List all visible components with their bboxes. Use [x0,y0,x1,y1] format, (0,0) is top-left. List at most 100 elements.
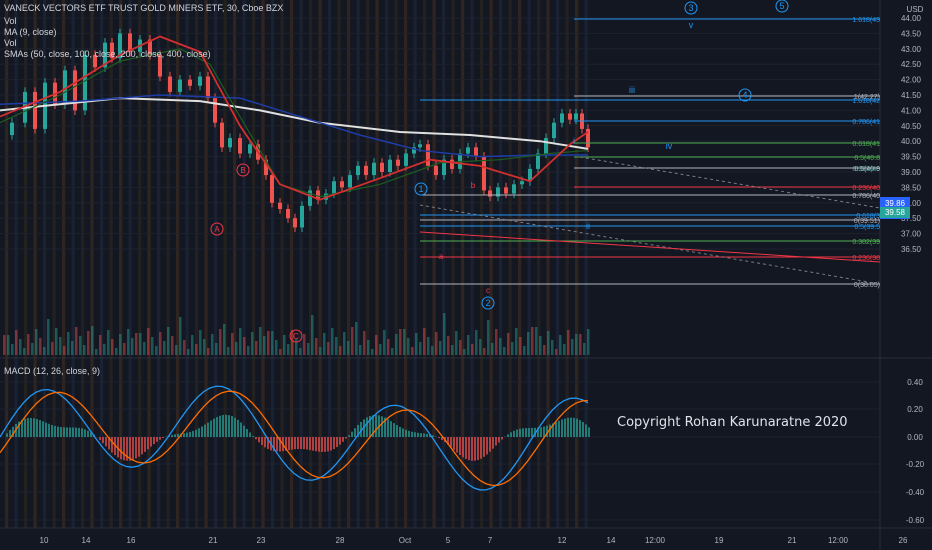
volume-bar [559,335,562,355]
fib-level-label: 0(39.51) [854,218,880,225]
macd-histogram-bar [84,429,86,437]
volume-bar [315,338,318,355]
macd-histogram-bar [375,414,377,437]
price-badge-text: 39.86 [885,199,906,208]
volume-bar [175,345,178,355]
wave-label-red: A [214,225,220,234]
indicator-vol-2[interactable]: Vol [4,38,17,48]
volume-bar [147,328,150,355]
macd-histogram-bar [204,424,206,437]
indicator-ma9[interactable]: MA (9, close) [4,27,57,37]
macd-histogram-bar [351,431,353,437]
macd-histogram-bar [471,437,473,461]
volume-bar [447,336,450,355]
macd-histogram-bar [561,419,563,437]
session-stripe [413,0,417,528]
macd-histogram-bar [186,432,188,437]
indicator-vol-1[interactable]: Vol [4,16,17,26]
time-axis-label: 14 [607,536,616,545]
volume-bar [79,336,82,355]
macd-histogram-bar [345,437,347,439]
macd-histogram-bar [45,422,47,437]
trendline-red[interactable] [419,231,881,263]
price-badge [880,207,910,218]
macd-histogram-bar [48,423,50,437]
session-stripe [138,0,142,528]
candle-body [560,113,564,123]
volume-bar [419,342,422,355]
volume-bar [391,348,394,355]
macd-histogram-bar [126,437,128,461]
session-stripe [271,0,275,528]
volume-bar [247,346,250,355]
session-stripe [71,0,75,528]
wave-circle-blue [738,88,752,102]
price-badge-text: 39.58 [885,208,906,217]
macd-histogram-bar [405,429,407,437]
candle-body [148,39,152,55]
macd-histogram-bar [543,426,545,437]
macd-histogram-bar [246,428,248,437]
session-stripe [394,0,398,528]
volume-bar [3,335,6,355]
macd-histogram-bar [321,437,323,452]
volume-bar [543,345,546,355]
candle-body [426,144,430,166]
macd-histogram-bar [309,437,311,451]
wave-circle-blue [414,182,428,196]
volume-bar [59,337,62,355]
macd-histogram-bar [399,426,401,437]
volume-bar [471,344,474,355]
macd-histogram-bar [78,427,80,437]
candle-body [404,153,408,166]
volume-bar [115,348,118,355]
session-stripe [309,0,313,528]
fib-level-label: 0.618(3 [856,213,880,220]
macd-histogram-bar [477,437,479,461]
macd-histogram-bar [99,437,101,441]
volume-bar [71,341,74,355]
sma-200-line [0,94,588,158]
time-axis-label: 21 [209,536,218,545]
time-axis-label: 7 [488,536,493,545]
session-stripe [157,0,161,528]
volume-bar [39,338,42,355]
candle-body [158,54,162,77]
fib-level-label: 0.236(40 [852,185,880,192]
macd-histogram-bar [108,437,110,450]
macd-histogram-bar [198,428,200,437]
session-stripe [451,0,455,528]
macd-histogram-bar [402,428,404,437]
symbol-title[interactable]: VANECK VECTORS ETF TRUST GOLD MINERS ETF… [4,3,284,13]
volume-bar [571,339,574,355]
candle-body [293,218,297,228]
session-stripe [318,0,322,528]
volume-bar [35,329,38,355]
session-stripe [261,0,265,528]
macd-histogram-bar [576,418,578,437]
session-stripe [233,0,237,528]
volume-bar [295,339,298,355]
fib-level-label: 0.382(40 [852,166,880,173]
candle-body [536,153,540,169]
wave-label-blue: 4 [742,90,747,100]
macd-histogram-bar [141,437,143,455]
volume-bar [151,337,154,355]
macd-histogram-bar [171,434,173,437]
macd-title[interactable]: MACD (12, 26, close, 9) [4,366,101,376]
macd-histogram-bar [285,437,287,451]
session-stripe [100,0,104,528]
trendline-upper[interactable] [579,156,881,209]
indicator-smas[interactable]: SMAs (50, close, 100, close, 200, close,… [4,49,211,59]
session-stripe [90,0,94,528]
macd-histogram-bar [150,437,152,447]
fib-level-label: 0.5(39.5 [854,224,880,231]
macd-histogram-bar [81,428,83,437]
volume-bar [227,347,230,355]
candle-body [270,175,274,203]
volume-bar [527,332,530,355]
session-stripe [223,0,227,528]
volume-bar [539,336,542,355]
